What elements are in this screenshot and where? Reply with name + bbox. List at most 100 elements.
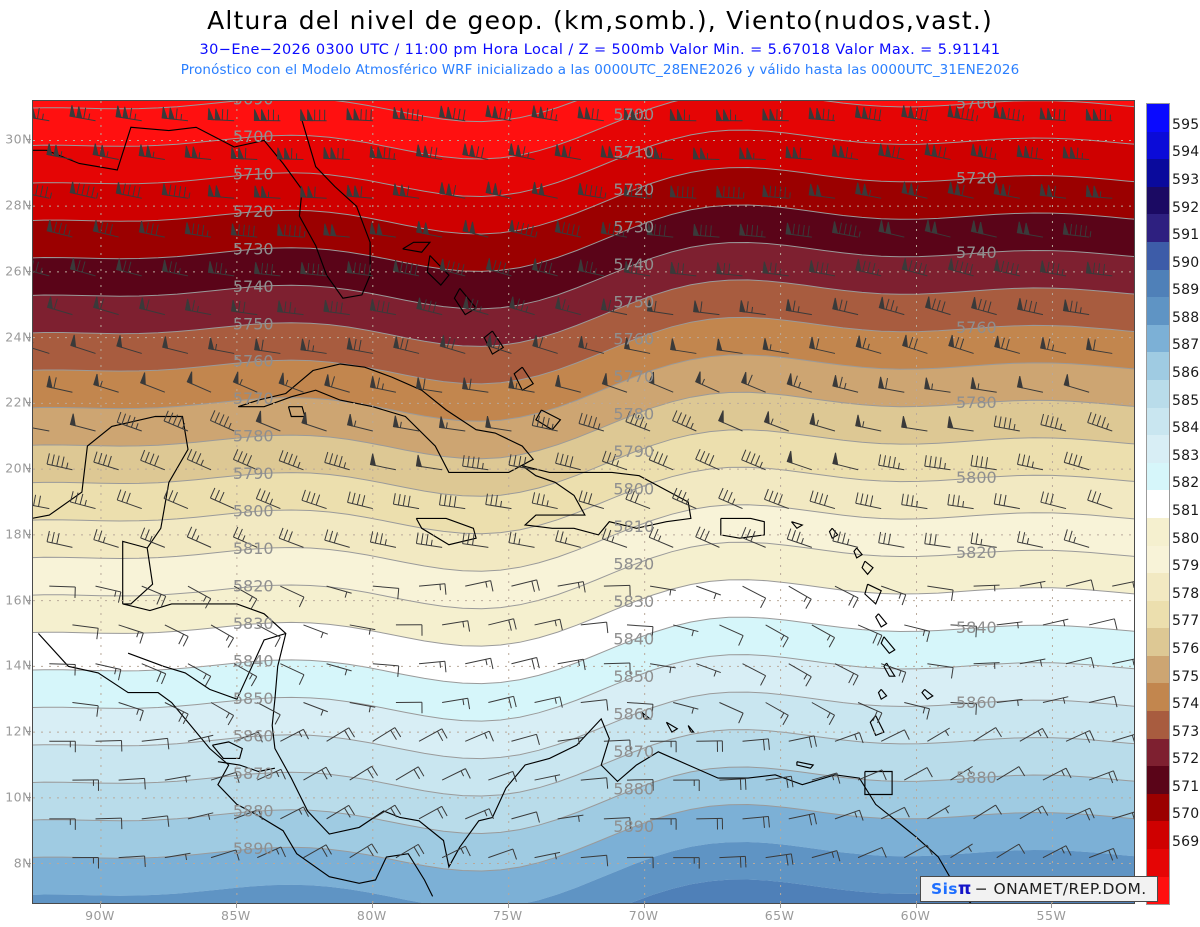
wind-barb (186, 371, 212, 393)
wind-barb (33, 107, 50, 122)
coastline-path (875, 613, 888, 628)
contour-line (33, 691, 1134, 760)
colorbar-tick-label: 5850 (1172, 392, 1200, 409)
contour-label: 5700 (613, 105, 654, 124)
wind-barb (115, 105, 142, 122)
wind-barb (673, 779, 700, 792)
colorbar-tick-label: 5780 (1172, 585, 1200, 602)
wind-barb (808, 260, 836, 277)
wind-barb (878, 296, 905, 316)
wind-barb (855, 182, 882, 199)
contour-band (33, 504, 1134, 609)
wind-barb (1019, 580, 1046, 589)
wind-barb (69, 181, 99, 199)
colorbar-swatch (1147, 269, 1169, 298)
coastline-path (37, 633, 434, 897)
wind-barb (418, 728, 448, 742)
wind-barb (439, 182, 466, 199)
wind-barb (947, 493, 974, 510)
wind-barb (831, 144, 859, 161)
wind-barb (626, 856, 654, 869)
wind-barb (950, 765, 973, 781)
contour-label: 5750 (233, 314, 274, 333)
wind-barb (809, 336, 836, 354)
colorbar-swatch (1147, 738, 1169, 767)
wind-barb (210, 771, 240, 784)
wind-barb (996, 766, 1026, 781)
wind-barb (95, 663, 122, 681)
map-plot-area[interactable]: 5690 5700 5700 5700 5710 5710 5720 5720 5720 5730… (32, 100, 1135, 904)
wind-barb (439, 493, 466, 510)
wind-barb (603, 584, 631, 597)
contour-label: 5800 (613, 480, 654, 499)
wind-barb (485, 105, 512, 122)
contour-line (33, 803, 1134, 872)
wind-barb (924, 377, 951, 393)
wind-barb (164, 624, 189, 647)
wind-barb (577, 183, 607, 199)
x-axis-label: 65W (764, 908, 795, 923)
wind-barb (115, 182, 142, 199)
contour-line (33, 166, 1134, 235)
y-axis-tick (26, 336, 31, 338)
wind-barb (253, 262, 281, 277)
wind-barb (72, 624, 99, 640)
coastline-path (880, 636, 896, 654)
contour-band (33, 279, 1134, 384)
wind-barb (993, 415, 1020, 432)
wind-barb (255, 410, 281, 432)
contour-label: 5860 (613, 704, 654, 723)
wind-barb (300, 109, 327, 122)
wind-barb (996, 843, 1026, 859)
wind-barb (924, 219, 951, 238)
contour-line (33, 204, 1134, 272)
wind-barb (557, 737, 584, 745)
wind-barb (1019, 805, 1049, 820)
wind-barb (392, 106, 424, 122)
wind-barb (349, 843, 379, 859)
coastline-path (33, 120, 371, 605)
wind-barb (531, 492, 558, 510)
wind-barb (46, 219, 73, 238)
wind-barb (924, 455, 951, 471)
wind-barb (603, 662, 631, 675)
x-axis-tick (235, 902, 237, 908)
wind-barb (33, 427, 50, 432)
pi-symbol-icon: π (957, 879, 972, 899)
contour-label: 5840 (956, 618, 997, 637)
wind-barb (626, 624, 654, 638)
wind-barb (210, 624, 235, 648)
contour-line (33, 616, 1134, 685)
wind-barb (765, 853, 794, 866)
wind-barb (1086, 338, 1113, 354)
wind-barb (788, 663, 812, 687)
wind-barb (1016, 375, 1044, 393)
wind-barb (92, 220, 119, 238)
wind-barb (1062, 299, 1090, 316)
wind-barb (488, 695, 517, 709)
wind-barb (855, 259, 882, 277)
wind-barb (488, 618, 517, 631)
y-axis-label: 18N (5, 526, 32, 542)
wind-barb (786, 528, 813, 548)
colorbar[interactable] (1146, 103, 1170, 905)
wind-barb (1040, 337, 1067, 354)
y-axis-label: 12N (5, 723, 32, 739)
wind-barb (855, 492, 882, 510)
wind-barb (855, 414, 882, 432)
wind-barb (69, 491, 96, 510)
wind-barb (554, 144, 581, 160)
wind-barb (49, 663, 76, 676)
wind-barb (716, 262, 743, 277)
wind-barb (1088, 770, 1118, 784)
wind-barb (1016, 298, 1044, 316)
wind-barb (578, 490, 605, 510)
colorbar-swatch (1147, 655, 1169, 684)
wind-barb (531, 105, 558, 122)
wind-barb (878, 220, 905, 238)
wind-barb (993, 182, 1020, 199)
wind-barb (276, 147, 304, 161)
contour-label: 5740 (233, 277, 274, 296)
wind-barb (650, 585, 676, 596)
wind-barb (163, 410, 189, 432)
